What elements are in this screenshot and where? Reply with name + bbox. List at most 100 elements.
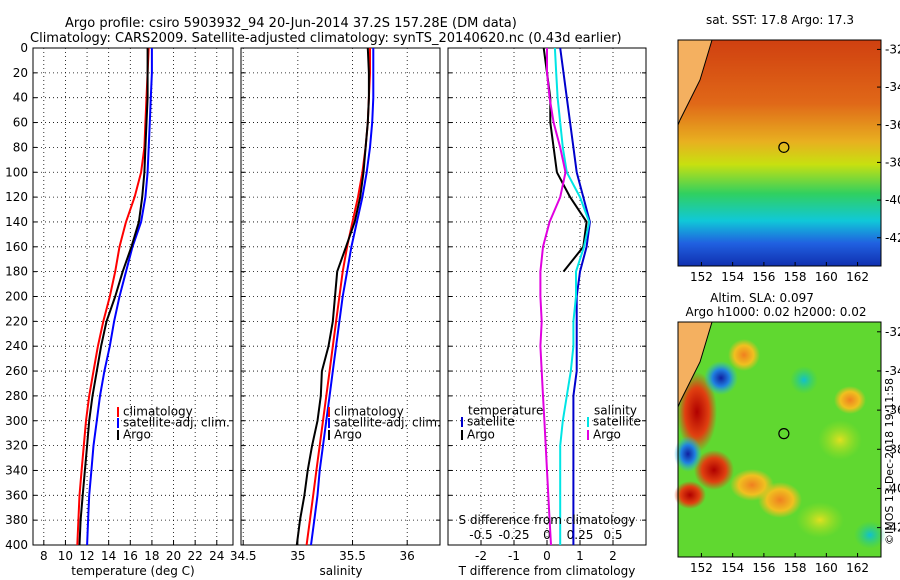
x2-tick-label: -0.5 xyxy=(469,528,492,542)
sla-blob xyxy=(704,361,738,395)
lat-tick-label: -32 xyxy=(885,325,900,339)
sla-land xyxy=(678,322,712,407)
sla-blob xyxy=(677,372,717,452)
sla-frame xyxy=(677,321,882,558)
temperature-xticks: 8 10 12 14 16 18 20 22 24 xyxy=(40,549,224,563)
sla-coastline xyxy=(677,321,713,408)
depth-tick-label: 0 xyxy=(20,41,28,55)
depth-tick-label: 220 xyxy=(5,314,28,328)
sst-map-panel: sat. SST: 17.8 Argo: 17.3 152 154 156 158 16… xyxy=(677,13,900,284)
lon-tick-label: 160 xyxy=(815,561,838,575)
depth-tick-label: 380 xyxy=(5,513,28,527)
lat-tick-label: -40 xyxy=(885,481,900,495)
difference-xlabel: T difference from climatology xyxy=(458,564,636,578)
difference-x2label: S difference from climatology xyxy=(459,513,636,527)
salinity-frame xyxy=(240,47,441,546)
temperature-xlabel: temperature (deg C) xyxy=(71,564,194,578)
sla-blob xyxy=(790,366,818,394)
legend-t-argo: Argo xyxy=(467,428,495,442)
x-tick-label: -1 xyxy=(508,549,520,563)
sst-frame xyxy=(677,39,882,267)
x-tick-label: 35 xyxy=(290,549,305,563)
depth-tick-label: 40 xyxy=(13,91,28,105)
sla-blob xyxy=(758,482,802,518)
lon-tick-label: 158 xyxy=(784,561,807,575)
legend-s-argo: Argo xyxy=(593,428,621,442)
lon-tick-label: 152 xyxy=(690,270,713,284)
sst-map-title: sat. SST: 17.8 Argo: 17.3 xyxy=(706,13,854,27)
lon-tick-label: 156 xyxy=(752,270,775,284)
x-tick-label: 10 xyxy=(58,549,73,563)
depth-tick-label: 300 xyxy=(5,414,28,428)
legend-t-satellite: satellite xyxy=(467,415,515,429)
x-tick-label: 18 xyxy=(144,549,159,563)
x2-tick-label: 0 xyxy=(543,528,551,542)
legend-argo: Argo xyxy=(123,428,151,442)
sst-yticks: -32 -34 -36 -38 -40 -42 xyxy=(877,42,900,245)
sla-map-panel: Altim. SLA: 0.097 Argo h1000: 0.02 h2000… xyxy=(674,291,900,575)
lat-tick-label: -34 xyxy=(885,364,900,378)
series-line-satellite-adj-clim- xyxy=(86,48,153,546)
salinity-xlabel: salinity xyxy=(319,564,362,578)
depth-tick-label: 80 xyxy=(13,140,28,154)
sla-map-title-2: Argo h1000: 0.02 h2000: 0.02 xyxy=(686,305,867,319)
x-tick-label: 1 xyxy=(576,549,584,563)
x-tick-label: 16 xyxy=(123,549,138,563)
salinity-lines xyxy=(295,47,375,546)
depth-tick-label: 60 xyxy=(13,116,28,130)
x-tick-label: 14 xyxy=(101,549,116,563)
series-line-s-argo xyxy=(539,48,567,546)
depth-tick-label: 140 xyxy=(5,215,28,229)
lon-tick-label: 156 xyxy=(752,561,775,575)
x-tick-label: 12 xyxy=(79,549,94,563)
depth-tick-label: 360 xyxy=(5,488,28,502)
sst-argo-marker xyxy=(778,141,790,153)
depth-tick-label: 280 xyxy=(5,389,28,403)
x-tick-label: -2 xyxy=(475,549,487,563)
x2-tick-label: 0.5 xyxy=(603,528,622,542)
series-line-argo xyxy=(78,48,149,546)
legend-satellite-adj: satellite-adj. clim. xyxy=(334,416,441,430)
depth-tick-label: 100 xyxy=(5,165,28,179)
sla-blob xyxy=(674,436,702,472)
temperature-legend: climatology satellite-adj. clim. Argo xyxy=(117,405,230,442)
depth-tick-label: 260 xyxy=(5,364,28,378)
x2-tick-label: -0.25 xyxy=(498,528,529,542)
difference-panel: -2 -1 0 1 2 -0.5 -0.25 0 0.25 0.5 T difference f… xyxy=(447,47,647,578)
temperature-lines xyxy=(76,47,153,546)
legend-satellite-adj: satellite-adj. clim. xyxy=(123,416,230,430)
lon-tick-label: 154 xyxy=(721,270,744,284)
salinity-legend: climatology satellite-adj. clim. Argo xyxy=(328,405,441,442)
sla-blob xyxy=(694,450,734,490)
watermark: ©IMOS 13-Dec-2018 19:11:58 xyxy=(883,378,896,545)
lon-tick-label: 160 xyxy=(815,270,838,284)
legend-climatology: climatology xyxy=(123,405,193,419)
lon-tick-label: 162 xyxy=(846,270,869,284)
depth-tick-label: 180 xyxy=(5,265,28,279)
x-tick-label: 24 xyxy=(209,549,224,563)
legend-salinity-title: salinity xyxy=(594,404,637,418)
x-tick-label: 0 xyxy=(543,549,551,563)
depth-tick-label: 160 xyxy=(5,240,28,254)
x-tick-label: 35.5 xyxy=(339,549,366,563)
lat-tick-label: -40 xyxy=(885,193,900,207)
x2-tick-label: 0.25 xyxy=(567,528,594,542)
sst-xticks: 152 154 156 158 160 162 xyxy=(690,262,869,284)
sla-blob xyxy=(674,481,706,509)
legend-temperature-title: temperature xyxy=(468,404,543,418)
sla-yticks: -32 -34 -36 -38 -40 -42 xyxy=(877,325,900,535)
salinity-panel: 34.5 35 35.5 36 salinity climatology satell… xyxy=(230,47,441,578)
sla-argo-marker xyxy=(778,428,790,440)
title-line-1: Argo profile: csiro 5903932_94 20-Jun-20… xyxy=(65,16,517,31)
temperature-panel: 8 10 12 14 16 18 20 22 24 0 20 40 60 80 100 120 140 160 1… xyxy=(5,41,234,578)
sst-coastline xyxy=(677,39,713,126)
lat-tick-label: -34 xyxy=(885,80,900,94)
lon-tick-label: 154 xyxy=(721,561,744,575)
depth-tick-label: 200 xyxy=(5,290,28,304)
depth-tick-label: 340 xyxy=(5,463,28,477)
sla-blob xyxy=(818,420,862,460)
series-line-argo xyxy=(295,47,370,546)
lat-tick-label: -36 xyxy=(885,403,900,417)
depth-ticks: 0 20 40 60 80 100 120 140 160 180 200 220 240 260 280 3… xyxy=(5,41,28,552)
depth-tick-label: 320 xyxy=(5,439,28,453)
